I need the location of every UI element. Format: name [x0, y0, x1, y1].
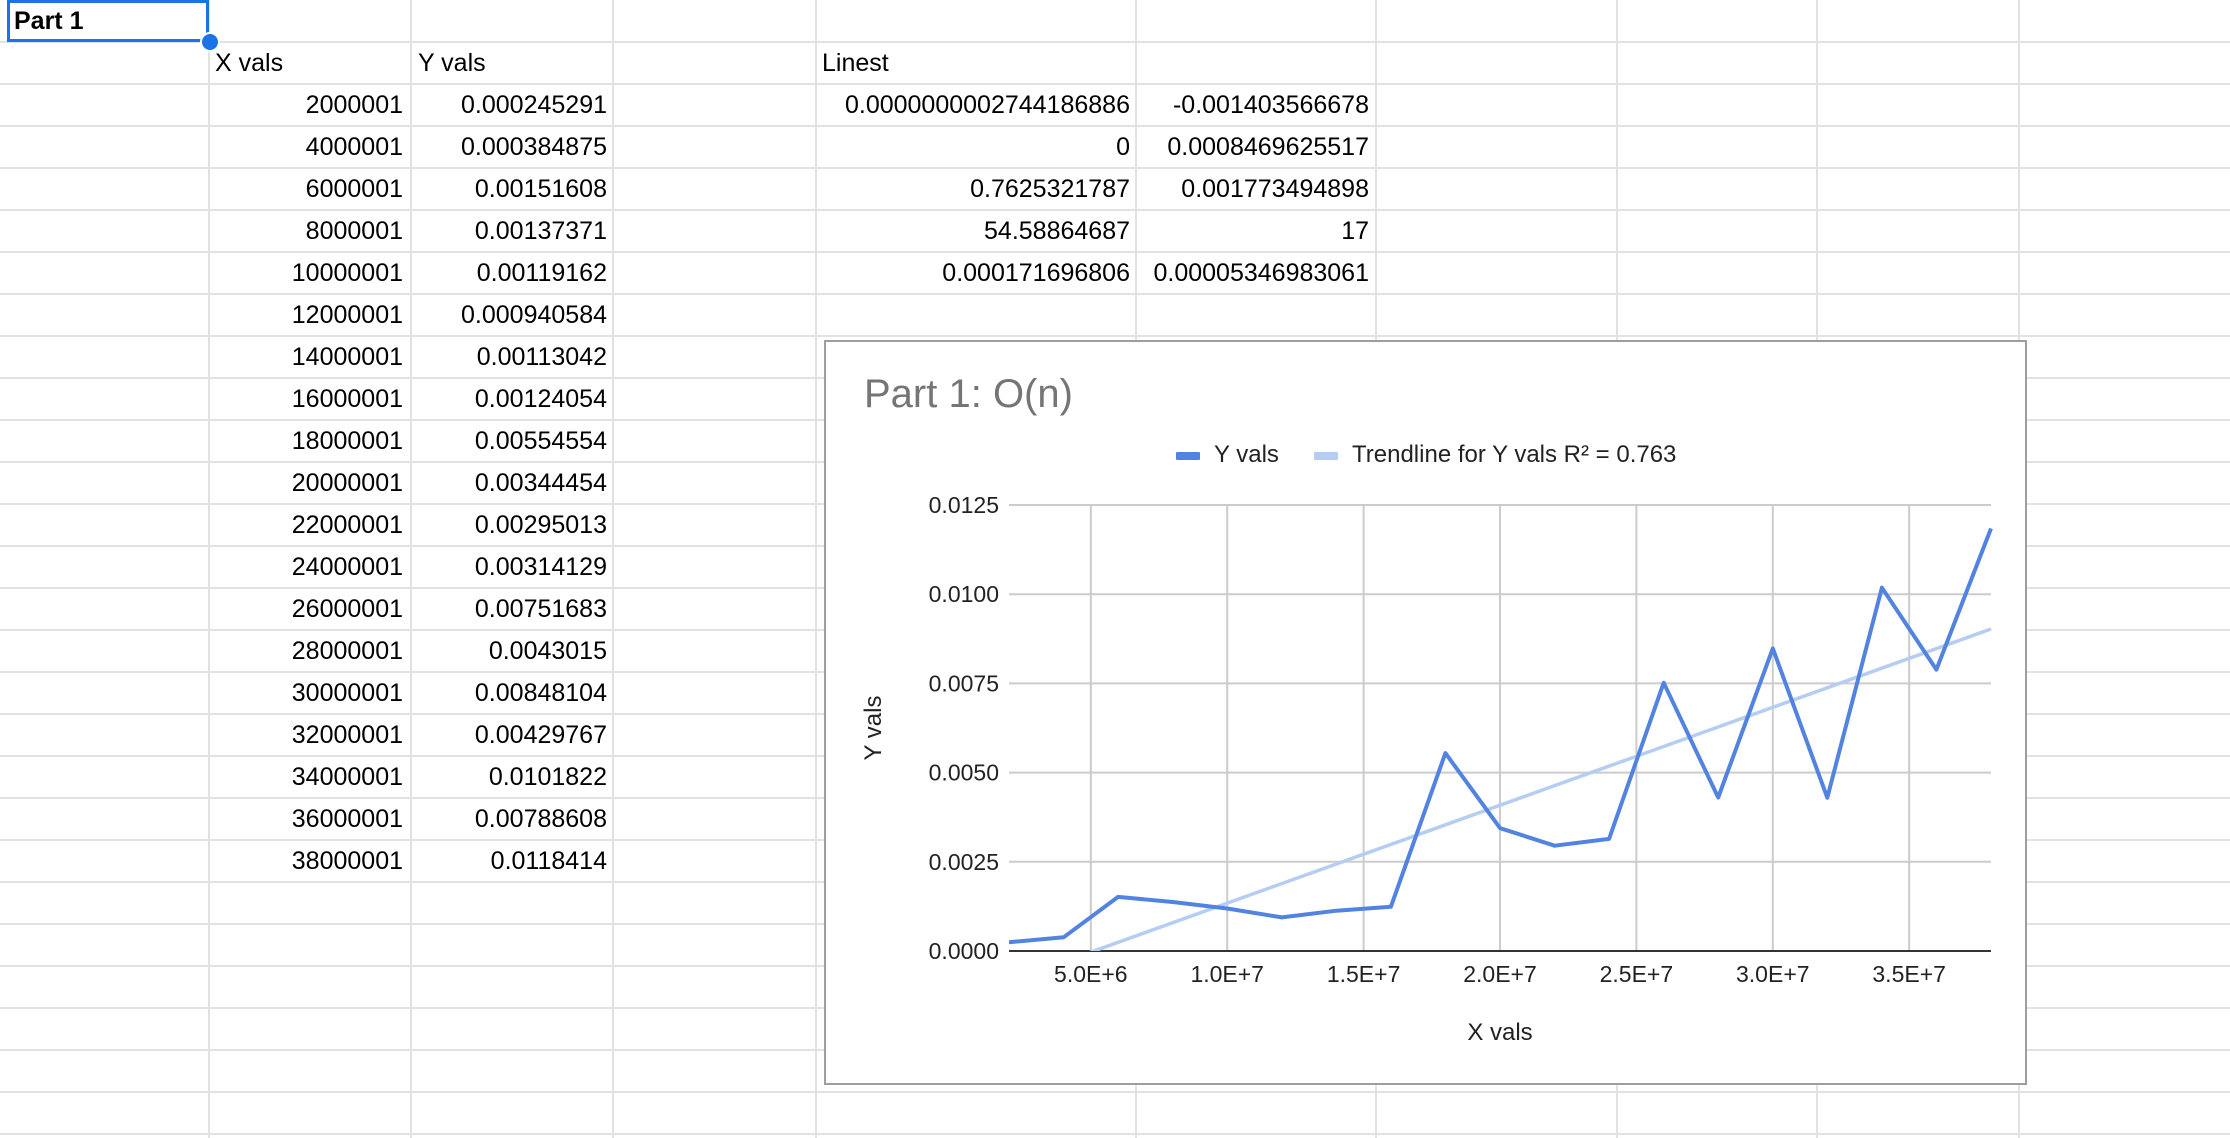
legend-label-y-vals: Y vals	[1214, 441, 1279, 468]
chart-legend: Y vals Trendline for Y vals R² = 0.763	[826, 440, 2025, 470]
cell-y-val[interactable]: 0.00848104	[474, 679, 607, 707]
cell-x-val[interactable]: 2000001	[305, 91, 403, 119]
x-tick-label: 3.5E+7	[1872, 961, 1946, 987]
cell-y-val[interactable]: 0.0101822	[488, 763, 607, 791]
cell-y-val[interactable]: 0.00124054	[474, 385, 607, 413]
cell-y-val[interactable]: 0.00751683	[474, 595, 607, 623]
y-tick-label: 0.0000	[929, 938, 999, 964]
cell-x-val[interactable]: 4000001	[305, 133, 403, 161]
y-tick-label: 0.0025	[929, 849, 999, 875]
trendline-series	[1088, 627, 1992, 951]
legend-item-trendline: Trendline for Y vals R² = 0.763	[1314, 440, 1676, 470]
cell-x-val[interactable]: 36000001	[291, 805, 403, 833]
cell-x-val[interactable]: 8000001	[305, 217, 403, 245]
x-tick-label: 5.0E+6	[1054, 961, 1128, 987]
cell-y-val[interactable]: 0.00554554	[474, 427, 607, 455]
y-tick-label: 0.0075	[929, 670, 999, 696]
cell-x-val[interactable]: 38000001	[291, 847, 403, 875]
cell-y-val[interactable]: 0.00151608	[474, 175, 607, 203]
cell-y-val[interactable]: 0.00137371	[474, 217, 607, 245]
cell-y-val[interactable]: 0.00344454	[474, 469, 607, 497]
cell-x-val[interactable]: 14000001	[291, 343, 403, 371]
cell-y-val[interactable]: 0.0043015	[488, 637, 607, 665]
cell-x-val[interactable]: 6000001	[305, 175, 403, 203]
y-tick-label: 0.0050	[929, 760, 999, 786]
cell-y-val[interactable]: 0.0118414	[490, 847, 607, 875]
cell-y-val[interactable]: 0.00113042	[476, 343, 607, 371]
cell-y-val[interactable]: 0.00314129	[474, 553, 607, 581]
cell-x-val[interactable]: 20000001	[291, 469, 403, 497]
cell-y-val[interactable]: 0.000940584	[461, 301, 607, 329]
cell-x-val[interactable]: 16000001	[291, 385, 403, 413]
legend-item-y-vals: Y vals	[1176, 440, 1279, 470]
legend-swatch-y-vals	[1176, 451, 1200, 460]
cell-linest-intercept-col[interactable]: -0.001403566678	[1172, 91, 1369, 119]
cell-y-val[interactable]: 0.00788608	[474, 805, 607, 833]
y-tick-label: 0.0100	[929, 581, 999, 607]
header-x-vals[interactable]: X vals	[215, 49, 284, 77]
legend-label-trendline: Trendline for Y vals R² = 0.763	[1352, 441, 1677, 468]
cell-linest-intercept-col[interactable]: 0.0008469625517	[1167, 133, 1369, 161]
cell-linest-intercept-col[interactable]: 0.001773494898	[1181, 175, 1369, 203]
cell-y-val[interactable]: 0.000245291	[461, 91, 607, 119]
cell-y-val[interactable]: 0.00119162	[476, 259, 607, 287]
chart-plot: 0.0000 0.0025 0.0050 0.0075 0.0100 0.0125 5.0E…	[860, 492, 1993, 1046]
cell-y-val[interactable]: 0.00429767	[474, 721, 607, 749]
x-tick-label: 1.5E+7	[1327, 961, 1401, 987]
cell-x-val[interactable]: 24000001	[291, 553, 403, 581]
cell-linest-slope-col[interactable]: 0.0000000002744186886	[844, 91, 1130, 119]
x-tick-label: 3.0E+7	[1736, 961, 1810, 987]
cell-linest-intercept-col[interactable]: 0.00005346983061	[1153, 259, 1369, 287]
header-y-vals[interactable]: Y vals	[418, 49, 486, 77]
fill-handle[interactable]	[200, 32, 220, 52]
cell-linest-intercept-col[interactable]: 17	[1341, 217, 1369, 245]
cell-x-val[interactable]: 22000001	[291, 511, 403, 539]
cell-x-val[interactable]: 32000001	[291, 721, 403, 749]
cell-x-val[interactable]: 28000001	[291, 637, 403, 665]
cell-linest-slope-col[interactable]: 0.7625321787	[970, 175, 1130, 203]
y-tick-label: 0.0125	[929, 492, 999, 518]
selected-cell-outline[interactable]	[7, 0, 209, 42]
x-axis-title: X vals	[1467, 1019, 1532, 1046]
legend-swatch-trendline	[1314, 451, 1338, 460]
cell-x-val[interactable]: 30000001	[291, 679, 403, 707]
cell-linest-slope-col[interactable]: 54.58864687	[984, 217, 1130, 245]
cell-a1[interactable]: Part 1	[14, 7, 84, 35]
cell-y-val[interactable]: 0.00295013	[474, 511, 607, 539]
cell-x-val[interactable]: 12000001	[291, 301, 403, 329]
cell-x-val[interactable]: 18000001	[291, 427, 403, 455]
cell-x-val[interactable]: 34000001	[291, 763, 403, 791]
chart-title: Part 1: O(n)	[864, 372, 1073, 416]
x-tick-label: 2.0E+7	[1463, 961, 1537, 987]
header-linest[interactable]: Linest	[822, 49, 889, 77]
cell-x-val[interactable]: 26000001	[291, 595, 403, 623]
y-axis-title: Y vals	[860, 696, 887, 761]
cell-linest-slope-col[interactable]: 0.000171696806	[942, 259, 1130, 287]
cell-x-val[interactable]: 10000001	[291, 259, 403, 287]
x-tick-label: 1.0E+7	[1190, 961, 1264, 987]
x-tick-label: 2.5E+7	[1600, 961, 1674, 987]
cell-y-val[interactable]: 0.000384875	[461, 133, 607, 161]
chart-container[interactable]: Part 1: O(n) Y vals Trendline for Y vals…	[824, 340, 2027, 1085]
cell-linest-slope-col[interactable]: 0	[1116, 133, 1130, 161]
